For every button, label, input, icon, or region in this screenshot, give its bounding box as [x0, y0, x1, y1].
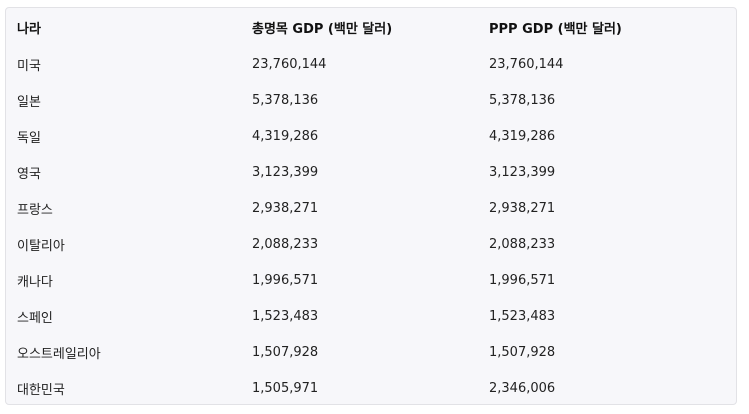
- cell-nominal-gdp: 1,507,928: [252, 344, 319, 360]
- cell-nominal-gdp: 1,505,971: [252, 380, 319, 396]
- cell-ppp-gdp: 1,523,483: [489, 308, 556, 324]
- table-row: 프랑스 2,938,271 2,938,271: [6, 190, 738, 226]
- table-row: 대한민국 1,505,971 2,346,006: [6, 370, 738, 406]
- cell-ppp-gdp: 3,123,399: [489, 164, 556, 180]
- cell-nominal-gdp: 5,378,136: [252, 92, 319, 108]
- cell-country: 오스트레일리아: [17, 346, 101, 362]
- table-row: 이탈리아 2,088,233 2,088,233: [6, 226, 738, 262]
- cell-ppp-gdp: 2,938,271: [489, 200, 556, 216]
- cell-country: 영국: [17, 166, 41, 182]
- cell-nominal-gdp: 3,123,399: [252, 164, 319, 180]
- table-row: 일본 5,378,136 5,378,136: [6, 82, 738, 118]
- cell-nominal-gdp: 4,319,286: [252, 128, 319, 144]
- cell-nominal-gdp: 1,996,571: [252, 272, 319, 288]
- table-row: 오스트레일리아 1,507,928 1,507,928: [6, 334, 738, 370]
- cell-country: 일본: [17, 94, 41, 110]
- cell-ppp-gdp: 23,760,144: [489, 56, 564, 72]
- cell-nominal-gdp: 23,760,144: [252, 56, 327, 72]
- header-country: 나라: [17, 21, 41, 37]
- cell-country: 이탈리아: [17, 238, 65, 254]
- header-nominal-gdp: 총명목 GDP (백만 달러): [252, 21, 393, 37]
- table-row: 미국 23,760,144 23,760,144: [6, 46, 738, 82]
- cell-country: 캐나다: [17, 274, 53, 290]
- table-header-row: 나라 총명목 GDP (백만 달러) PPP GDP (백만 달러): [6, 8, 738, 46]
- cell-ppp-gdp: 5,378,136: [489, 92, 556, 108]
- cell-country: 스페인: [17, 310, 53, 326]
- cell-ppp-gdp: 4,319,286: [489, 128, 556, 144]
- cell-country: 프랑스: [17, 202, 53, 218]
- table-row: 독일 4,319,286 4,319,286: [6, 118, 738, 154]
- cell-country: 대한민국: [17, 382, 65, 398]
- header-ppp-gdp: PPP GDP (백만 달러): [489, 21, 622, 37]
- cell-ppp-gdp: 2,346,006: [489, 380, 556, 396]
- cell-nominal-gdp: 2,938,271: [252, 200, 319, 216]
- cell-country: 미국: [17, 58, 41, 74]
- table-row: 영국 3,123,399 3,123,399: [6, 154, 738, 190]
- cell-nominal-gdp: 2,088,233: [252, 236, 319, 252]
- cell-country: 독일: [17, 130, 41, 146]
- cell-ppp-gdp: 1,507,928: [489, 344, 556, 360]
- cell-ppp-gdp: 1,996,571: [489, 272, 556, 288]
- cell-ppp-gdp: 2,088,233: [489, 236, 556, 252]
- table-row: 캐나다 1,996,571 1,996,571: [6, 262, 738, 298]
- cell-nominal-gdp: 1,523,483: [252, 308, 319, 324]
- gdp-table: 나라 총명목 GDP (백만 달러) PPP GDP (백만 달러) 미국 23…: [6, 8, 738, 406]
- gdp-table-card: 나라 총명목 GDP (백만 달러) PPP GDP (백만 달러) 미국 23…: [5, 7, 737, 405]
- table-row: 스페인 1,523,483 1,523,483: [6, 298, 738, 334]
